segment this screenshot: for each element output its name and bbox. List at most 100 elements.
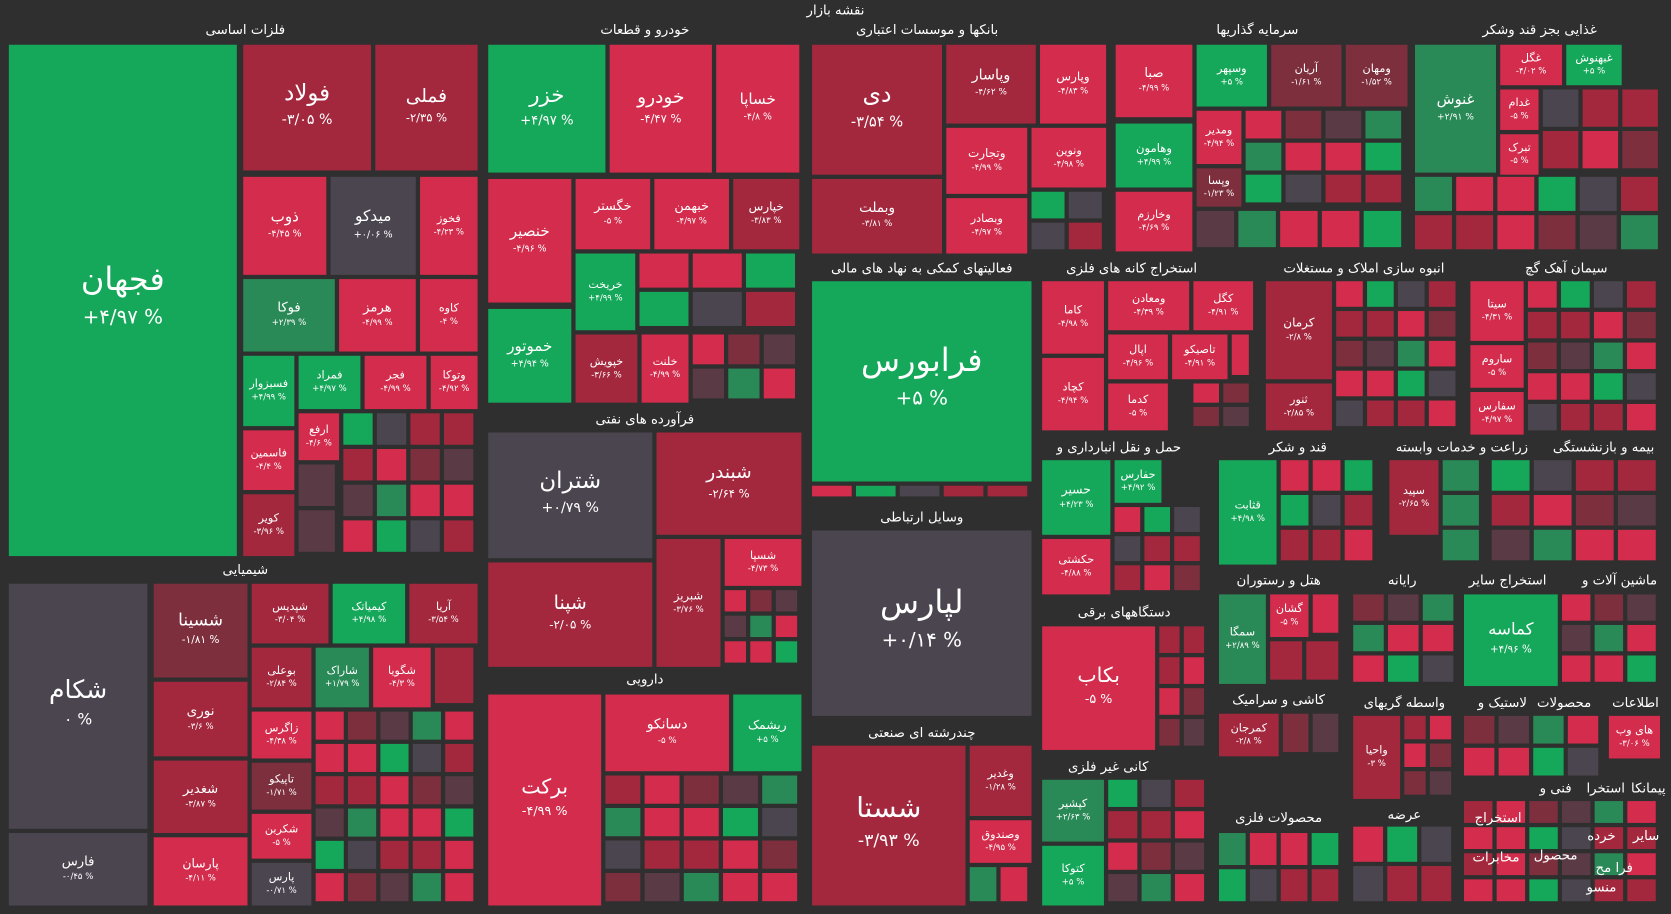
small-tile xyxy=(1527,342,1557,370)
stock-change: -۴/۹۹ % xyxy=(1139,84,1169,94)
stock-change: -۴/۹۲ % xyxy=(439,384,469,394)
stock-tile xyxy=(969,820,1032,863)
small-tile xyxy=(723,840,758,869)
stock-tile xyxy=(946,44,1036,124)
small-tile xyxy=(1562,801,1591,823)
small-tile xyxy=(1311,833,1339,865)
small-tile xyxy=(1312,529,1341,561)
stock-change: +۴/۹۸ % xyxy=(352,615,387,625)
small-tile xyxy=(1388,655,1419,682)
stock-change: +۴/۹۹ % xyxy=(1137,157,1172,167)
small-tile xyxy=(1285,174,1322,203)
small-tile xyxy=(1108,874,1138,902)
small-tile xyxy=(987,485,1028,497)
small-tile xyxy=(1617,494,1656,526)
small-tile xyxy=(376,520,407,552)
small-tile xyxy=(1388,594,1419,621)
sector-label: بانکها و موسسات اعتباری xyxy=(856,23,998,38)
small-tile xyxy=(762,808,798,837)
small-tile xyxy=(1542,131,1579,169)
sector-label: فنی و xyxy=(1539,781,1572,796)
small-tile xyxy=(1562,594,1591,621)
stock-tile xyxy=(243,355,295,427)
small-tile xyxy=(1141,874,1171,902)
small-tile xyxy=(1415,176,1452,211)
small-tile xyxy=(1594,801,1624,823)
stock-name: واحیا xyxy=(1366,744,1388,758)
small-tile xyxy=(1464,879,1493,902)
stock-change: -۴/۱۱ % xyxy=(185,874,215,884)
stock-tile xyxy=(1265,383,1332,431)
stock-tile xyxy=(315,647,369,708)
stock-name: کاما xyxy=(1064,304,1083,317)
stock-change: -۴/۰۲ % xyxy=(1516,67,1546,77)
stock-change: +۴/۹۹ % xyxy=(252,393,287,403)
small-tile xyxy=(298,510,335,552)
sector-label: استخرا xyxy=(1586,781,1624,796)
small-tile xyxy=(1031,222,1065,250)
small-tile xyxy=(1404,771,1426,795)
small-tile xyxy=(1404,743,1426,767)
stock-name: شکربن xyxy=(265,823,298,837)
small-tile xyxy=(1280,529,1309,561)
small-tile xyxy=(1429,743,1452,767)
stock-tile xyxy=(812,281,1032,482)
sector-label: شیمیایی xyxy=(222,563,268,578)
sector-label: سیمان آهک گچ xyxy=(1525,259,1608,276)
small-tile xyxy=(1285,110,1322,139)
small-tile xyxy=(1353,655,1384,682)
stock-name: فجر xyxy=(385,369,405,383)
stock-tile xyxy=(1042,357,1104,431)
stock-tile xyxy=(251,583,329,644)
stock-change: +۵ % xyxy=(1221,77,1244,87)
small-tile xyxy=(605,872,641,902)
stock-change: +۴/۹۸ % xyxy=(1230,514,1265,524)
stock-change: -۴/۹۷ % xyxy=(1482,415,1512,425)
stock-name: کرمان xyxy=(1283,316,1315,331)
small-tile xyxy=(1245,142,1282,171)
small-tile xyxy=(1353,624,1384,652)
stock-tile xyxy=(1115,44,1193,118)
small-tile xyxy=(692,253,742,288)
stock-tile xyxy=(733,178,800,250)
stock-tile xyxy=(1218,713,1279,757)
sector-label: دستگاههای برقی xyxy=(1078,605,1171,621)
stock-tile xyxy=(420,176,478,275)
stock-name: غبهنوش xyxy=(1575,51,1612,65)
small-tile xyxy=(1397,400,1425,427)
stock-change: -۵ % xyxy=(1510,156,1528,166)
stock-change: -۱/۵۲ % xyxy=(1361,77,1391,87)
sector-label: عرضه xyxy=(1388,808,1422,823)
small-tile xyxy=(445,808,474,837)
small-tile xyxy=(1174,536,1200,562)
small-tile xyxy=(855,485,896,497)
sector-label: واسطه گریهای xyxy=(1364,695,1445,711)
sector-label: پیمانکا xyxy=(1631,781,1666,796)
small-tile xyxy=(1344,460,1373,491)
small-tile xyxy=(1575,529,1614,561)
small-tile xyxy=(1428,311,1456,337)
small-tile xyxy=(1491,529,1530,561)
small-tile xyxy=(1114,565,1141,591)
stock-name: تاصیکو xyxy=(1183,343,1215,357)
sector-label: خرده xyxy=(1587,829,1615,844)
sector-label: استخراج سایر xyxy=(1468,574,1547,589)
small-tile xyxy=(1141,779,1171,807)
stock-tile xyxy=(609,44,712,173)
small-tile xyxy=(1415,215,1452,250)
stock-name: شتران xyxy=(539,468,601,494)
small-tile xyxy=(1594,853,1624,876)
stock-change: +۰/۰۶ % xyxy=(354,229,393,240)
small-tile xyxy=(1622,131,1658,169)
stock-name: خلنت xyxy=(653,355,678,368)
stock-change: -۴/۹۵ % xyxy=(985,843,1015,853)
small-tile xyxy=(1527,281,1557,308)
stock-tile xyxy=(251,647,312,708)
stock-change: -۳/۸۷ % xyxy=(185,800,215,810)
small-tile xyxy=(1367,400,1394,427)
small-tile xyxy=(1144,507,1170,532)
stock-tile xyxy=(1108,334,1168,380)
stock-tile xyxy=(641,334,689,403)
small-tile xyxy=(1280,460,1309,491)
